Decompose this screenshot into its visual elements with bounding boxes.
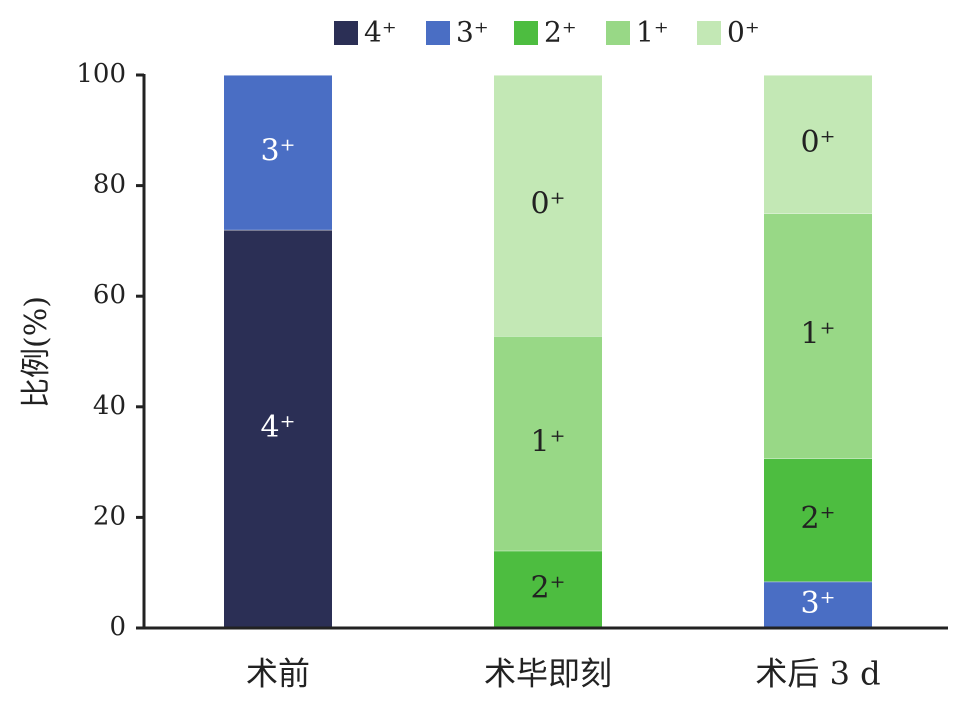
segment-label: 2⁺: [531, 570, 566, 605]
legend-label: 1⁺: [636, 16, 669, 49]
segment-label: 4⁺: [261, 410, 296, 445]
y-axis-title: 比例(%): [19, 296, 54, 408]
y-tick-label: 20: [93, 501, 126, 531]
segment-label: 3⁺: [261, 133, 296, 168]
bar-segment: [494, 550, 602, 628]
x-category-label: 术前: [246, 655, 310, 693]
legend-label: 3⁺: [456, 16, 489, 49]
bar-segment: [764, 458, 872, 582]
legend-swatch: [426, 21, 450, 45]
bar-segment: [764, 75, 872, 214]
segment-label: 1⁺: [531, 424, 566, 459]
legend-swatch: [334, 21, 358, 45]
legend: 4⁺ 3⁺ 2⁺ 1⁺ 0⁺: [334, 16, 760, 49]
y-tick-label: 0: [109, 612, 126, 642]
bar-segment: [764, 581, 872, 628]
bar-segment: [764, 213, 872, 459]
legend-swatch: [606, 21, 630, 45]
legend-swatch: [514, 21, 538, 45]
plot-area: 4⁺ 3⁺ 2⁺ 1⁺ 0⁺ 3⁺ 2⁺ 1⁺ 0⁺: [224, 74, 872, 628]
legend-label: 2⁺: [544, 16, 577, 49]
segment-label: 2⁺: [801, 501, 836, 536]
y-tick-label: 100: [76, 59, 126, 89]
bar-segment: [224, 229, 332, 628]
bar-segment: [494, 75, 602, 337]
bar-segment: [224, 75, 332, 230]
segment-label: 1⁺: [801, 317, 836, 352]
segment-label: 0⁺: [801, 125, 836, 160]
legend-label: 4⁺: [364, 16, 397, 49]
x-category-label: 术后 3 d: [755, 655, 880, 693]
legend-swatch: [697, 21, 721, 45]
bar-segment: [494, 336, 602, 551]
x-category-label: 术毕即刻: [484, 655, 612, 693]
y-tick-label: 40: [93, 391, 126, 421]
y-tick-label: 80: [93, 170, 126, 200]
segment-label: 3⁺: [801, 586, 836, 621]
legend-label: 0⁺: [727, 16, 760, 49]
segment-label: 0⁺: [531, 187, 566, 222]
axes: 0 20 40 60 80 100 术前 术毕即刻 术后 3 d: [76, 59, 948, 693]
y-tick-label: 60: [93, 280, 126, 310]
